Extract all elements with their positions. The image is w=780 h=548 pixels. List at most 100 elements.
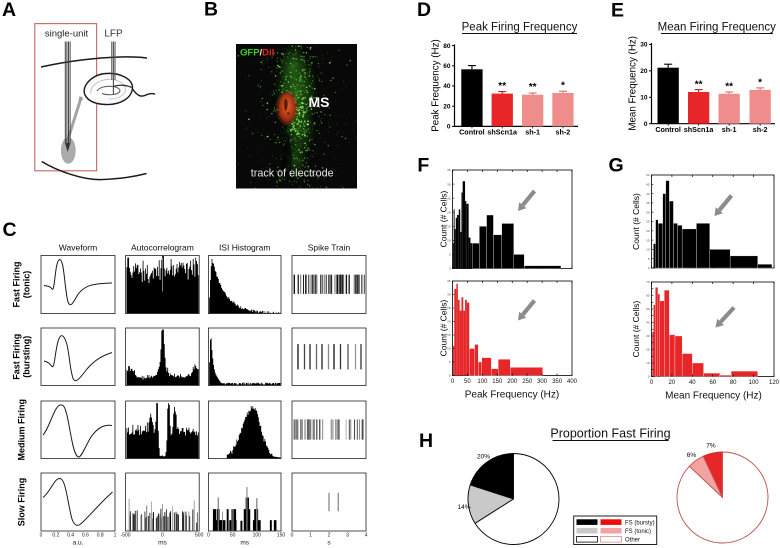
- svg-text:0: 0: [291, 533, 294, 539]
- svg-text:FS (tonic): FS (tonic): [625, 529, 651, 535]
- svg-text:20: 20: [646, 348, 650, 352]
- svg-text:**: **: [725, 81, 733, 92]
- svg-text:70: 70: [646, 280, 650, 284]
- svg-text:25: 25: [646, 220, 650, 224]
- svg-text:s: s: [327, 540, 331, 547]
- svg-text:Other: Other: [625, 538, 640, 544]
- svg-text:10: 10: [646, 361, 650, 365]
- svg-text:400: 400: [567, 379, 578, 385]
- svg-text:Control: Control: [655, 125, 681, 134]
- svg-text:45: 45: [646, 183, 650, 187]
- svg-text:Count (# Cells): Count (# Cells): [439, 299, 449, 356]
- svg-text:0: 0: [648, 266, 650, 270]
- svg-text:500: 500: [195, 533, 204, 539]
- svg-text:Peak Firing Frequency: Peak Firing Frequency: [462, 22, 578, 34]
- svg-text:G: G: [609, 155, 624, 177]
- svg-text:40: 40: [646, 321, 650, 325]
- svg-text:150: 150: [492, 379, 503, 385]
- svg-text:30: 30: [640, 42, 648, 49]
- svg-text:50: 50: [646, 173, 650, 177]
- svg-text:0: 0: [650, 380, 654, 386]
- svg-text:0: 0: [207, 533, 210, 539]
- svg-text:B: B: [204, 0, 218, 21]
- svg-text:10: 10: [646, 248, 650, 252]
- svg-text:10: 10: [447, 347, 451, 351]
- svg-text:350: 350: [552, 379, 563, 385]
- svg-text:ms: ms: [240, 540, 249, 547]
- svg-text:40: 40: [443, 83, 451, 90]
- svg-text:0: 0: [451, 379, 455, 385]
- svg-text:Medium Firing: Medium Firing: [17, 399, 27, 461]
- svg-text:C: C: [3, 219, 17, 241]
- svg-text:1: 1: [114, 533, 117, 539]
- svg-text:A: A: [2, 0, 16, 21]
- svg-text:10: 10: [447, 239, 451, 243]
- svg-text:Mean Frequency (Hz): Mean Frequency (Hz): [665, 391, 762, 402]
- svg-text:20: 20: [669, 380, 676, 386]
- svg-text:15: 15: [447, 225, 451, 229]
- svg-text:sh-1: sh-1: [722, 125, 737, 134]
- svg-text:LFP: LFP: [104, 29, 123, 40]
- svg-text:Spike Train: Spike Train: [308, 243, 351, 253]
- svg-text:*: *: [561, 81, 565, 92]
- svg-text:sh-2: sh-2: [556, 127, 571, 136]
- svg-text:shScn1a: shScn1a: [487, 127, 518, 136]
- svg-text:Proportion Fast Firing: Proportion Fast Firing: [550, 427, 670, 441]
- svg-text:D: D: [417, 0, 431, 21]
- svg-text:0: 0: [161, 533, 164, 539]
- svg-text:Count (# Cells): Count (# Cells): [631, 300, 641, 357]
- svg-text:40: 40: [689, 380, 696, 386]
- svg-text:Mean Firing Frequency: Mean Firing Frequency: [658, 22, 776, 34]
- svg-text:120: 120: [769, 380, 780, 386]
- svg-text:0: 0: [644, 121, 648, 128]
- svg-text:15: 15: [646, 238, 650, 242]
- svg-text:track of electrode: track of electrode: [251, 168, 334, 180]
- svg-text:30: 30: [646, 334, 650, 338]
- svg-text:7%: 7%: [706, 443, 716, 450]
- svg-text:Fast Firing: Fast Firing: [12, 334, 22, 380]
- svg-text:20%: 20%: [477, 454, 490, 461]
- svg-text:35: 35: [646, 201, 650, 205]
- svg-text:Peak Frequency (Hz): Peak Frequency (Hz): [431, 39, 442, 132]
- svg-text:35: 35: [447, 168, 451, 172]
- svg-text:3: 3: [346, 533, 349, 539]
- svg-text:200: 200: [507, 379, 518, 385]
- svg-text:ms: ms: [158, 540, 167, 547]
- svg-text:25: 25: [447, 196, 451, 200]
- svg-text:14%: 14%: [457, 504, 470, 511]
- svg-text:a.u.: a.u.: [73, 540, 84, 547]
- svg-text:0.8: 0.8: [97, 533, 104, 539]
- svg-text:150: 150: [277, 533, 286, 539]
- svg-text:ISI Histogram: ISI Histogram: [219, 243, 271, 253]
- svg-text:0: 0: [447, 124, 451, 131]
- svg-text:10: 10: [640, 95, 648, 102]
- svg-text:sh-1: sh-1: [525, 127, 540, 136]
- svg-text:20: 20: [443, 103, 451, 110]
- svg-text:20: 20: [447, 320, 451, 324]
- svg-text:80: 80: [730, 380, 737, 386]
- svg-text:50: 50: [646, 307, 650, 311]
- svg-text:40: 40: [646, 192, 650, 196]
- svg-text:Peak Frequency (Hz): Peak Frequency (Hz): [465, 390, 559, 401]
- svg-text:300: 300: [537, 379, 548, 385]
- svg-text:2: 2: [328, 533, 331, 539]
- svg-text:**: **: [498, 81, 506, 92]
- svg-text:25: 25: [447, 306, 451, 310]
- svg-text:Waveform: Waveform: [59, 243, 97, 253]
- svg-text:100: 100: [477, 379, 488, 385]
- svg-text:5: 5: [449, 253, 451, 257]
- svg-text:0: 0: [40, 533, 43, 539]
- svg-text:**: **: [529, 82, 537, 93]
- svg-text:0: 0: [449, 267, 451, 271]
- svg-text:250: 250: [522, 379, 533, 385]
- svg-text:sh-2: sh-2: [753, 125, 768, 134]
- svg-text:Control: Control: [459, 127, 485, 136]
- svg-text:4: 4: [365, 533, 368, 539]
- svg-text:60: 60: [443, 63, 451, 70]
- svg-text:60: 60: [646, 294, 650, 298]
- svg-text:5: 5: [648, 257, 650, 261]
- svg-text:H: H: [419, 430, 433, 452]
- svg-text:20: 20: [646, 229, 650, 233]
- svg-text:30: 30: [447, 182, 451, 186]
- svg-text:100: 100: [253, 533, 262, 539]
